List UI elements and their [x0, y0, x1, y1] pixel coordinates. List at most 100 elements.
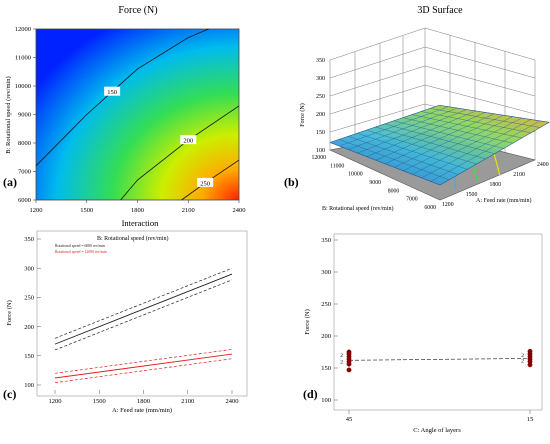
one-factor-y-tick-label: 350	[321, 237, 331, 244]
surface-speed-tick-label: 9000	[369, 180, 381, 186]
interaction-x-tick-label: 2100	[181, 398, 194, 405]
interaction-y-tick-label: 300	[24, 265, 34, 272]
surface-z-tick-label: 100	[316, 148, 325, 154]
contour-y-tick-label: 10000	[15, 83, 31, 90]
interaction-y-tick-label: 250	[24, 295, 34, 302]
contour-plot-panel: Force (N) 150 200 250 1200 1500 1800 2100 2400…	[3, 5, 246, 214]
surface-feed-tick-label: 1800	[490, 182, 502, 188]
contour-y-axis-label: B: Rotational speed (rev/min)	[5, 76, 12, 153]
interaction-band-line	[54, 267, 233, 339]
one-factor-y-tick-label: 250	[321, 301, 331, 308]
legend-entry-12000: Rotational speed = 12000 rev/min	[55, 250, 107, 254]
surface-mesh-line	[366, 129, 477, 165]
interaction-y-tick-label: 150	[24, 353, 34, 360]
contour-y-ticks: 6000 7000 8000 9000 10000 11000 12000	[15, 26, 36, 204]
surface-z-tick-label: 150	[316, 130, 325, 136]
contour-x-ticks: 1200 1500 1800 2100 2400	[30, 200, 246, 214]
contour-y-tick-label: 8000	[18, 140, 31, 147]
one-factor-x-tick-label: 45	[346, 416, 353, 423]
contour-x-tick-label: 1800	[131, 207, 144, 214]
surface-speed-tick-label: 12000	[312, 155, 327, 161]
interaction-y-tick-label: 100	[24, 382, 34, 389]
contour-label-bg	[180, 135, 197, 145]
fit-line	[348, 358, 531, 361]
one-factor-plot-area	[333, 233, 543, 411]
contour-x-tick-label: 2100	[182, 207, 195, 214]
surface-feed-axis-label: A: Feed rate (mm/min)	[476, 197, 532, 204]
surface-mesh-line	[348, 136, 459, 175]
surface-speed-tick-label: 6000	[424, 205, 436, 211]
one-factor-x-axis-label: C: Angle of layers	[413, 427, 461, 434]
panel-letter-b: (b)	[284, 175, 299, 189]
surface-feed-tick-label: 1200	[442, 202, 454, 208]
surface-mesh-line	[430, 108, 541, 128]
point-count-label: 2	[340, 353, 343, 359]
surface-mesh-line	[384, 123, 495, 154]
interaction-x-tick-label: 1500	[93, 398, 106, 405]
surface-z-tick-label: 300	[316, 76, 325, 82]
contour-lines: 150 200 250	[35, 28, 240, 201]
interaction-line-1	[54, 353, 233, 379]
surface-plot-panel: 3D Surface 100 150 200 250 300 350 1200011000…	[284, 5, 550, 212]
surface-feed-tick-label: 1500	[466, 192, 478, 198]
interaction-band-line	[54, 279, 233, 351]
surface-speed-tick-label: 10000	[348, 172, 363, 178]
one-factor-fit-line	[348, 358, 531, 361]
contour-label-150: 150	[107, 89, 117, 96]
surface-mesh-line	[375, 126, 486, 160]
interaction-y-tick-label: 200	[24, 324, 34, 331]
design-point	[346, 367, 352, 373]
surface-speed-tick-label: 8000	[388, 188, 400, 194]
surface-z-tick-label: 200	[316, 112, 325, 118]
surface-mesh-line	[439, 105, 550, 123]
interaction-x-axis-label: A: Feed rate (mm/min)	[112, 407, 172, 414]
interaction-plot-area	[36, 230, 248, 397]
surface-mesh-line	[357, 133, 468, 170]
contour-label-250: 250	[200, 180, 210, 187]
surface-z-ticks: 100 150 200 250 300 350	[316, 58, 325, 154]
surface-feed-tick-label: 2100	[513, 172, 525, 178]
surface-mesh	[329, 105, 550, 186]
contour-x-tick-label: 1500	[80, 207, 93, 214]
interaction-x-tick-label: 2400	[226, 398, 239, 405]
surface-mesh-line	[329, 142, 441, 186]
panel-letter-c: (c)	[3, 387, 16, 401]
contour-plot-area	[35, 28, 240, 201]
one-factor-y-tick-label: 150	[321, 365, 331, 372]
surface-mesh-line	[339, 139, 450, 180]
one-factor-y-tick-label: 100	[321, 397, 331, 404]
one-factor-y-ticks: 100 150 200 250 300 350	[321, 237, 338, 404]
surface-mesh-line	[420, 111, 532, 133]
interaction-x-tick-label: 1200	[49, 398, 62, 405]
contour-line-150	[35, 28, 209, 167]
panel-letter-a: (a)	[3, 175, 17, 189]
contour-x-tick-label: 2400	[233, 207, 246, 214]
design-point	[527, 362, 533, 368]
surface-speed-tick-label: 11000	[330, 163, 344, 169]
interaction-line-0	[54, 273, 233, 345]
contour-y-tick-label: 11000	[15, 55, 31, 62]
surface-mesh-line	[411, 114, 522, 139]
contour-y-tick-label: 12000	[15, 26, 31, 33]
surface-title: 3D Surface	[417, 5, 463, 16]
surface-mesh-line	[393, 120, 504, 149]
contour-label-200: 200	[183, 138, 193, 145]
contour-y-tick-label: 7000	[18, 169, 31, 176]
interaction-x-ticks: 1200 1500 1800 2100 2400	[49, 390, 239, 405]
surface-mesh-line	[402, 117, 513, 144]
contour-label-bg	[197, 177, 214, 187]
surface-speed-axis-label: B: Rotational speed (rev/min)	[322, 205, 393, 212]
contour-y-tick-label: 9000	[18, 112, 31, 119]
contour-line-200	[120, 105, 240, 201]
contour-y-tick-label: 6000	[18, 197, 31, 204]
design-point	[346, 361, 352, 367]
surface-speed-tick-label: 7000	[406, 197, 418, 203]
one-factor-x-ticks: 45 15	[346, 410, 533, 423]
point-count-label: 2	[521, 353, 524, 359]
interaction-x-tick-label: 1800	[137, 398, 150, 405]
one-factor-y-tick-label: 300	[321, 269, 331, 276]
